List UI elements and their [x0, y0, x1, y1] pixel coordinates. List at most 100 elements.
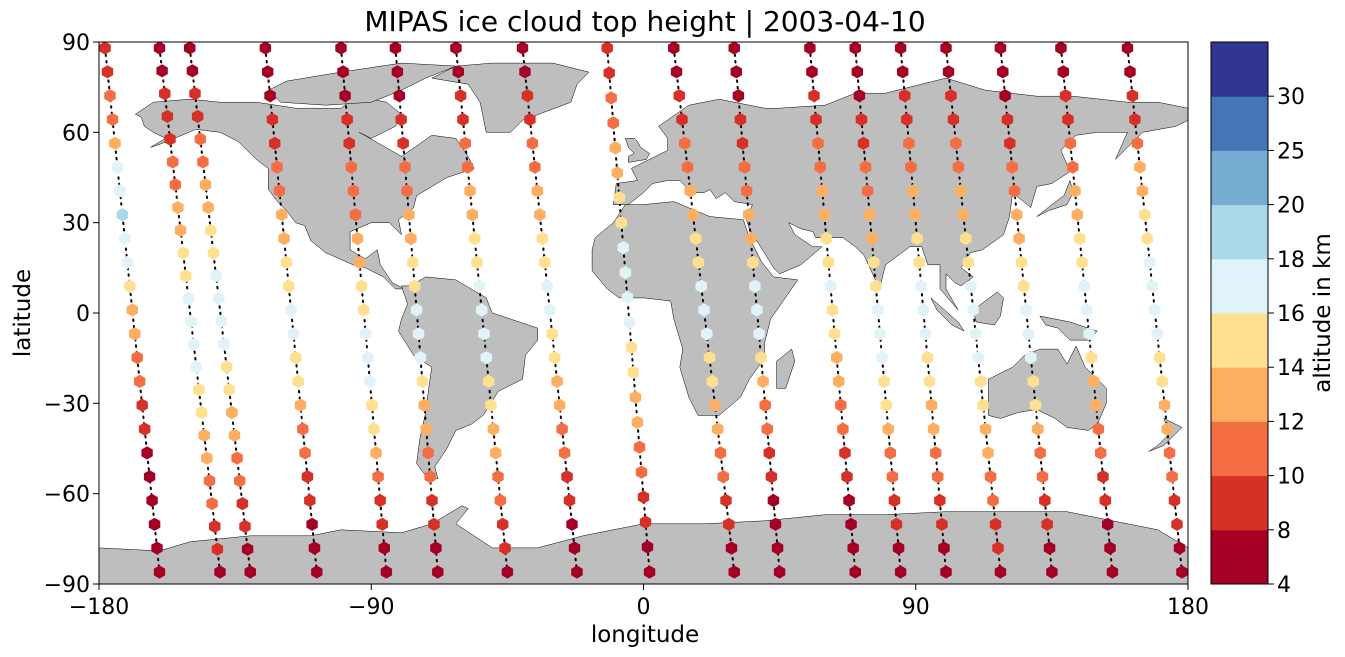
cloud-marker — [397, 136, 409, 150]
cloud-marker — [546, 327, 558, 341]
cloud-marker — [1171, 517, 1183, 531]
cloud-marker — [414, 351, 427, 365]
colorbar-tick-label: 16 — [1277, 302, 1305, 327]
cloud-marker — [723, 517, 735, 531]
cloud-marker — [138, 422, 151, 436]
colorbar-tick-label: 14 — [1277, 356, 1305, 381]
cloud-marker — [861, 184, 874, 198]
cloud-marker — [676, 112, 688, 127]
cloud-marker — [1154, 351, 1166, 365]
cloud-marker — [967, 303, 979, 317]
cloud-marker — [740, 184, 753, 198]
cloud-marker — [211, 542, 224, 556]
colorbar-segment — [1211, 96, 1268, 151]
cloud-marker — [905, 160, 917, 174]
cloud-marker — [209, 519, 221, 533]
cloud-marker — [380, 565, 393, 579]
cloud-marker — [1090, 398, 1102, 412]
cloud-marker — [1139, 208, 1151, 222]
cloud-marker — [1041, 517, 1053, 531]
cloud-marker — [497, 517, 509, 531]
cloud-marker — [202, 200, 214, 215]
colorbar-segment — [1211, 367, 1268, 422]
colorbar-tick-label: 10 — [1277, 465, 1305, 490]
cloud-marker — [892, 541, 905, 555]
cloud-marker — [849, 565, 861, 579]
colorbar-segment — [1211, 529, 1268, 585]
cloud-marker — [728, 41, 740, 55]
cloud-marker — [701, 327, 713, 341]
cloud-marker — [703, 351, 716, 365]
cloud-marker — [106, 112, 119, 127]
cloud-marker — [475, 303, 488, 317]
cloud-marker — [376, 517, 388, 531]
land-south-america — [398, 276, 538, 479]
cloud-marker — [1013, 231, 1025, 246]
cloud-marker — [1046, 565, 1058, 579]
cloud-marker — [401, 184, 413, 198]
cloud-marker — [143, 470, 156, 484]
cloud-marker — [917, 303, 929, 317]
cloud-marker — [816, 184, 828, 198]
cloud-marker — [747, 255, 759, 269]
cloud-marker — [153, 565, 166, 579]
land-eurasia — [613, 77, 1189, 311]
cloud-marker — [859, 160, 872, 174]
cloud-marker — [1083, 327, 1095, 341]
cloud-marker — [872, 303, 884, 317]
cloud-marker — [601, 41, 613, 55]
cloud-marker — [166, 155, 179, 169]
cloud-marker — [1149, 303, 1161, 317]
cloud-marker — [759, 398, 771, 412]
x-axis-label: longitude — [591, 622, 699, 648]
land-uk — [625, 138, 650, 163]
cloud-marker — [839, 446, 851, 460]
cloud-marker — [890, 517, 903, 531]
cloud-marker — [857, 136, 870, 150]
cloud-marker — [617, 241, 629, 255]
cloud-marker — [485, 398, 497, 412]
cloud-marker — [761, 422, 773, 436]
cloud-marker — [841, 470, 853, 484]
y-tick-label: 30 — [62, 212, 90, 237]
cloud-marker — [1163, 446, 1176, 460]
cloud-marker — [151, 541, 163, 555]
cloud-marker — [962, 255, 974, 269]
cloud-marker — [269, 136, 281, 150]
cloud-marker — [1064, 136, 1076, 150]
cloud-marker — [1146, 279, 1158, 293]
cloud-marker — [276, 208, 288, 222]
cloud-marker — [1069, 184, 1081, 198]
x-tick-label: 90 — [902, 595, 930, 620]
cloud-marker — [499, 541, 511, 555]
cloud-marker — [730, 65, 742, 79]
cloud-marker — [193, 383, 205, 397]
cloud-marker — [262, 65, 274, 79]
cloud-marker — [198, 428, 210, 442]
cloud-marker — [203, 474, 216, 488]
chart-title: MIPAS ice cloud top height | 2003-04-10 — [364, 5, 925, 38]
cloud-marker — [615, 216, 627, 230]
cloud-marker — [847, 541, 859, 555]
x-tick-label: −90 — [348, 595, 394, 620]
cloud-marker — [244, 565, 256, 579]
y-axis-ticks: −90 −60 −30 0 30 60 90 — [44, 31, 99, 598]
cloud-marker — [876, 351, 888, 365]
cloud-marker — [551, 374, 563, 388]
cloud-marker — [1129, 112, 1141, 127]
cloud-marker — [292, 374, 304, 388]
cloud-marker — [136, 398, 148, 412]
cloud-marker — [220, 360, 233, 374]
cloud-marker — [1015, 255, 1028, 269]
cloud-marker — [925, 398, 938, 412]
cloud-marker — [169, 178, 181, 192]
y-tick-label: 90 — [62, 31, 90, 56]
cloud-marker — [534, 208, 546, 222]
cloud-marker — [266, 112, 279, 127]
colorbar-tick-label: 8 — [1277, 519, 1291, 544]
cloud-marker — [218, 337, 230, 351]
cloud-marker — [422, 446, 434, 460]
cloud-marker — [301, 470, 314, 484]
cloud-marker — [1004, 136, 1016, 150]
cloud-marker — [180, 269, 192, 283]
